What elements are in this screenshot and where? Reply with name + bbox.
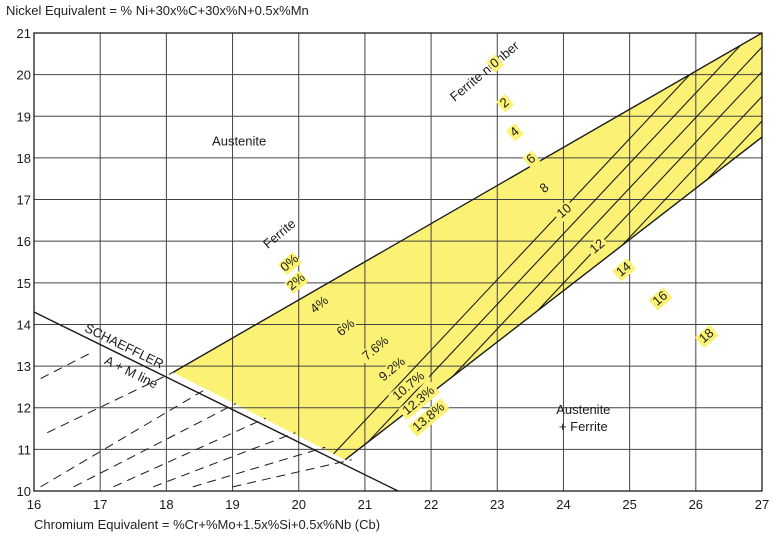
ferrite-percent-title: Ferrite <box>260 216 298 252</box>
iso-ferrite-line <box>298 33 730 460</box>
ferrite-number-label-bg <box>552 199 577 224</box>
ferrite-number-label-bg <box>505 123 524 142</box>
y-tick-label: 18 <box>17 151 31 166</box>
x-tick-label: 21 <box>358 497 372 512</box>
y-tick-label: 21 <box>17 26 31 41</box>
y-tick-label: 12 <box>17 401 31 416</box>
region-label-austenite-ferrite: Austenite <box>556 402 610 417</box>
x-tick-label: 24 <box>556 497 570 512</box>
dashed-extension-lines <box>40 351 352 488</box>
x-tick-label: 20 <box>291 497 305 512</box>
ferrite-number-label: 14 <box>613 259 634 280</box>
x-axis-title: Chromium Equivalent = %Cr+%Mo+1.5x%Si+0.… <box>34 517 381 532</box>
ferrite-percent-label-bg <box>388 367 431 406</box>
x-tick-label: 26 <box>689 497 703 512</box>
ferrite-percent-label-bg <box>407 398 450 437</box>
ferrite-number-label-bg <box>694 324 719 349</box>
ferrite-percent-label-bg <box>374 353 411 387</box>
x-tick-label: 22 <box>424 497 438 512</box>
y-tick-label: 11 <box>18 442 32 457</box>
dashed-extension-line <box>73 403 237 488</box>
ferrite-percent-label-bg <box>398 381 440 421</box>
ferrite-percent-label-bg <box>284 270 309 294</box>
band-upper-boundary <box>172 33 762 373</box>
y-axis-title: Nickel Equivalent = % Ni+30x%C+30x%N+0.5… <box>6 3 309 18</box>
ferrite-number-label: 16 <box>649 288 670 309</box>
dashed-extension-line <box>113 417 266 488</box>
region-label-austenite: Austenite <box>212 133 266 148</box>
iso-ferrite-line <box>321 33 753 460</box>
dashed-extension-line <box>232 459 352 488</box>
ferrite-band-region <box>172 33 762 460</box>
x-tick-label: 18 <box>159 497 173 512</box>
ferrite-number-label-bg <box>522 150 541 169</box>
y-tick-label: 14 <box>17 317 31 332</box>
x-tick-label: 27 <box>755 497 769 512</box>
dashed-extension-line <box>40 351 94 380</box>
x-tick-label: 25 <box>622 497 636 512</box>
dashed-extension-line <box>47 371 174 434</box>
ferrite-number-label-bg <box>585 235 610 259</box>
ferrite-number-label: 18 <box>696 325 717 346</box>
x-tick-label: 23 <box>490 497 504 512</box>
dashed-extension-line <box>192 446 326 488</box>
y-tick-label: 16 <box>17 234 31 249</box>
y-tick-label: 19 <box>17 109 31 124</box>
ferrite-percent-label-bg <box>307 293 332 317</box>
ferrite-number-label-bg <box>535 179 554 198</box>
region-label-austenite-ferrite-line2: + Ferrite <box>559 419 608 434</box>
x-tick-label: 19 <box>225 497 239 512</box>
y-tick-label: 15 <box>17 276 31 291</box>
ferrite-percent-label-bg <box>334 316 359 340</box>
y-tick-label: 17 <box>17 193 31 208</box>
ferrite-number-label-bg <box>486 54 505 73</box>
ferrite-percent-label-bg <box>277 251 302 276</box>
y-tick-label: 10 <box>17 484 31 499</box>
ferrite-number-label-bg <box>648 287 673 311</box>
x-tick-label: 16 <box>27 497 41 512</box>
x-tick-label: 17 <box>93 497 107 512</box>
ferrite-percent-label-bg <box>357 332 394 366</box>
schaeffler-am-line <box>33 311 399 492</box>
ferrite-number-label-bg <box>495 94 515 113</box>
ferrite-number-title: Ferrite number <box>447 38 522 105</box>
dashed-extension-line <box>40 388 207 488</box>
dashed-extension-line <box>152 432 296 488</box>
y-tick-label: 13 <box>17 359 31 374</box>
ferrite-number-label-bg <box>612 258 637 282</box>
y-tick-label: 20 <box>17 68 31 83</box>
